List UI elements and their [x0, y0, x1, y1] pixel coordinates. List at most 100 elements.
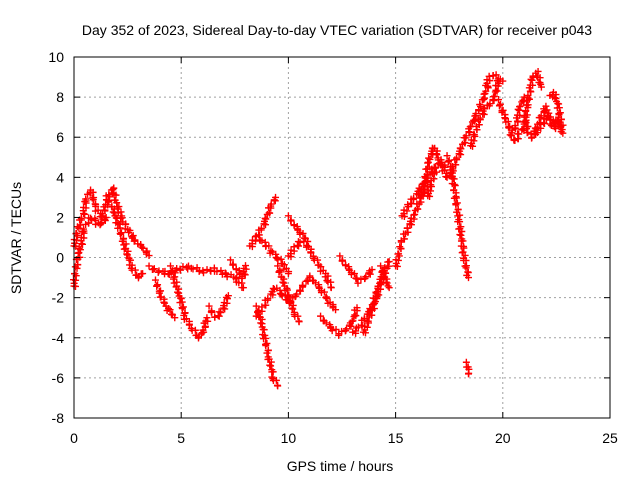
- series-track-25: [424, 158, 449, 200]
- series-track-26: [443, 152, 472, 282]
- data-point: [451, 182, 459, 190]
- data-point: [224, 292, 232, 300]
- data-point: [350, 270, 358, 278]
- data-point: [551, 94, 559, 102]
- data-point: [98, 219, 106, 227]
- data-point: [299, 282, 307, 290]
- data-point: [221, 305, 229, 313]
- series-track-13: [274, 262, 303, 326]
- data-point: [370, 305, 378, 313]
- data-point: [284, 270, 292, 278]
- data-point: [431, 164, 439, 172]
- data-point: [293, 290, 301, 298]
- data-point: [79, 240, 87, 248]
- data-point: [520, 112, 528, 120]
- data-point: [394, 256, 402, 264]
- series-track-6: [151, 276, 179, 322]
- y-tick-label: 4: [56, 169, 64, 185]
- plot-frame: [73, 56, 611, 419]
- data-point: [108, 189, 116, 197]
- data-point: [343, 325, 351, 333]
- data-point: [403, 207, 411, 215]
- series-track-30: [482, 71, 507, 90]
- data-point: [109, 208, 117, 216]
- data-point: [382, 278, 390, 286]
- data-point: [274, 382, 282, 390]
- data-point: [128, 233, 136, 241]
- data-point: [507, 132, 515, 140]
- y-tick-label: 10: [48, 49, 64, 65]
- data-point: [515, 130, 523, 138]
- data-point: [160, 298, 168, 306]
- data-point: [499, 77, 507, 85]
- data-point: [213, 268, 221, 276]
- data-point: [464, 268, 472, 276]
- y-tick-label: 8: [56, 89, 64, 105]
- series-track-22: [392, 177, 432, 270]
- data-point: [208, 308, 216, 316]
- y-tick-label: 2: [56, 209, 64, 225]
- data-point: [145, 252, 153, 260]
- y-tick-label: -4: [52, 330, 65, 346]
- data-point: [410, 211, 418, 219]
- data-point: [489, 72, 497, 80]
- data-point: [81, 210, 89, 218]
- data-point: [112, 191, 120, 199]
- data-point: [279, 278, 287, 286]
- data-point: [205, 302, 213, 310]
- data-point: [524, 128, 532, 136]
- data-point: [379, 267, 387, 275]
- data-point: [407, 221, 415, 229]
- series-track-8: [227, 256, 250, 282]
- data-point: [495, 102, 503, 110]
- series-track-32: [507, 67, 545, 144]
- data-point: [167, 268, 175, 276]
- data-point: [528, 134, 536, 142]
- data-point: [77, 214, 85, 222]
- data-point: [75, 244, 83, 252]
- data-point: [489, 93, 497, 101]
- data-point: [497, 100, 505, 108]
- data-point: [89, 196, 97, 204]
- data-point: [201, 323, 209, 331]
- data-point: [105, 198, 113, 206]
- data-point: [426, 155, 434, 163]
- data-point: [154, 281, 162, 289]
- data-point: [215, 308, 223, 316]
- x-tick-label: 10: [281, 430, 297, 446]
- data-point: [559, 129, 567, 137]
- data-point: [385, 258, 393, 266]
- data-point: [296, 238, 304, 246]
- data-point: [174, 288, 182, 296]
- data-point: [153, 282, 161, 290]
- data-point: [353, 304, 361, 312]
- series-track-35: [531, 113, 565, 137]
- series-track-10: [252, 232, 293, 278]
- data-point: [154, 268, 162, 276]
- x-tick-label: 15: [388, 430, 404, 446]
- data-point: [166, 306, 174, 314]
- data-point: [131, 236, 139, 244]
- data-point: [262, 215, 270, 223]
- data-point: [257, 319, 265, 327]
- data-point: [265, 242, 273, 250]
- series-track-20: [359, 258, 393, 337]
- data-point: [322, 319, 330, 327]
- data-point: [523, 101, 531, 109]
- data-point: [368, 266, 376, 274]
- data-point: [452, 161, 460, 169]
- data-point: [420, 179, 428, 187]
- data-point: [284, 212, 292, 220]
- grid: [74, 57, 610, 418]
- data-point: [422, 174, 430, 182]
- data-point: [457, 145, 465, 153]
- data-point: [189, 265, 197, 273]
- data-point: [138, 243, 146, 251]
- x-tick-label: 0: [70, 430, 78, 446]
- data-point: [410, 194, 418, 202]
- series-track-2: [70, 213, 110, 290]
- data-point: [173, 264, 181, 272]
- data-point: [238, 274, 246, 282]
